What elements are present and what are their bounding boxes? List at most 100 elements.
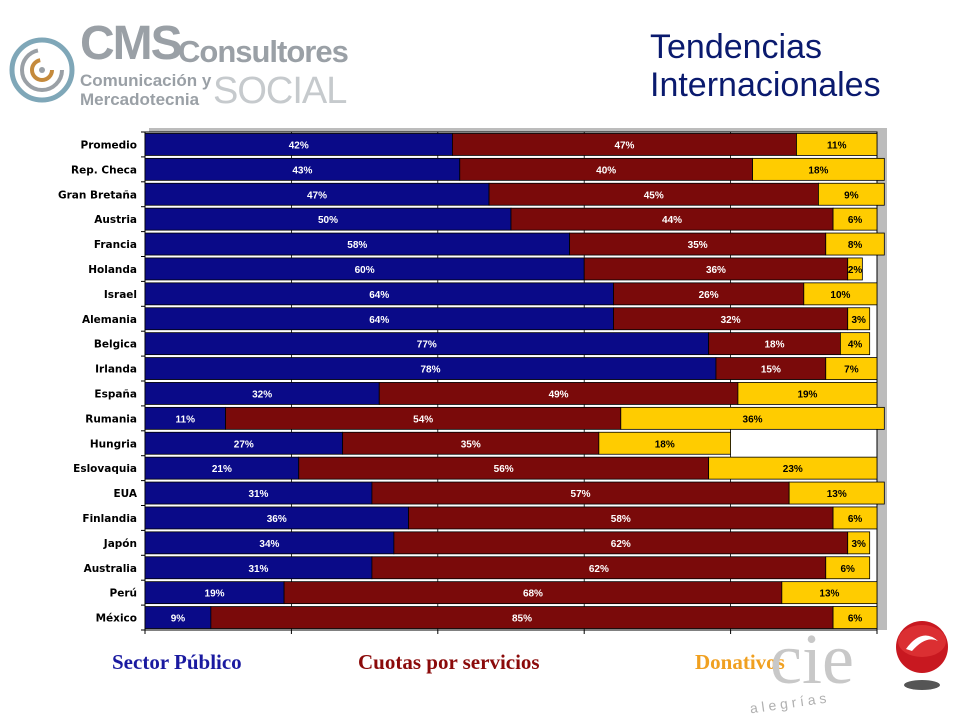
bar-segment [803, 282, 878, 306]
data-label: 8% [848, 240, 863, 251]
bar-segment [825, 556, 871, 580]
data-label: 10% [830, 290, 850, 301]
data-label: 62% [589, 564, 609, 575]
data-label: 60% [355, 265, 375, 276]
bar-segment [825, 232, 885, 256]
data-label: 4% [848, 340, 863, 351]
data-label: 3% [851, 315, 866, 326]
data-label: 35% [688, 240, 708, 251]
category-label: Australia [84, 563, 137, 575]
category-label: Irlanda [95, 364, 137, 376]
data-label: 6% [840, 564, 855, 575]
data-label: 18% [655, 439, 675, 450]
logo-social: SOCIAL [213, 70, 347, 112]
category-label: Gran Bretaña [58, 189, 137, 201]
logo-line2: Mercadotecnia [80, 90, 200, 109]
data-label: 27% [234, 439, 254, 450]
data-label: 9% [171, 614, 186, 625]
category-label: Alemania [82, 314, 137, 326]
legend-sector-publico: Sector Público [112, 650, 242, 674]
data-label: 9% [844, 190, 859, 201]
logo-brand-main: CMS [80, 17, 183, 70]
category-label: Austria [94, 214, 137, 226]
data-label: 42% [289, 140, 309, 151]
category-label: Promedio [81, 139, 137, 151]
data-label: 44% [662, 215, 682, 226]
category-label: México [96, 613, 137, 625]
cie-mark: cie [770, 619, 854, 699]
data-label: 18% [765, 340, 785, 351]
bar-segment [832, 606, 878, 629]
cms-logo: CMS Consultores Comunicación y Mercadote… [8, 17, 349, 110]
logo-brand-suffix: Consultores [178, 34, 349, 69]
data-label: 47% [307, 190, 327, 201]
bar-segment [752, 157, 885, 181]
cie-logo: cie a l e g r í a s [690, 605, 960, 716]
data-label: 23% [783, 464, 803, 475]
data-label: 35% [461, 439, 481, 450]
data-label: 2% [848, 265, 863, 276]
bar-segment [708, 456, 878, 480]
data-label: 62% [611, 539, 631, 550]
bar-segment [598, 431, 732, 455]
page-title: Tendencias Internacionales [650, 28, 881, 104]
category-label: Rep. Checa [71, 164, 137, 176]
logo-line1: Comunicación y [80, 71, 212, 90]
data-label: 64% [369, 290, 389, 301]
spiral-icon [9, 37, 75, 103]
data-label: 40% [596, 165, 616, 176]
data-label: 11% [827, 140, 847, 151]
data-label: 6% [848, 514, 863, 525]
category-label: Perú [110, 588, 137, 600]
data-label: 6% [848, 614, 863, 625]
category-label: Belgica [94, 339, 137, 351]
data-label: 64% [369, 315, 389, 326]
data-label: 43% [292, 165, 312, 176]
data-label: 13% [827, 489, 847, 500]
bar-segment [620, 406, 885, 430]
plot-area [144, 131, 878, 631]
category-label: EUA [113, 488, 137, 500]
data-label: 36% [267, 514, 287, 525]
data-label: 56% [494, 464, 514, 475]
legend-donativos: Donativos [695, 650, 785, 674]
data-label: 11% [176, 414, 196, 425]
data-label: 68% [523, 589, 543, 600]
title-line1: Tendencias [650, 28, 823, 66]
data-label: 47% [614, 140, 634, 151]
data-label: 77% [417, 340, 437, 351]
data-label: 18% [808, 165, 828, 176]
data-label: 19% [205, 589, 225, 600]
bar-segment [781, 581, 878, 605]
category-label: Hungria [90, 438, 137, 450]
bar-segment [832, 207, 878, 231]
data-label: 54% [413, 414, 433, 425]
bar-segment [832, 506, 878, 530]
bar-segment [847, 257, 863, 281]
data-label: 6% [848, 215, 863, 226]
category-label: Rumania [85, 413, 137, 425]
category-label: Israel [104, 289, 137, 301]
data-label: 21% [212, 464, 232, 475]
data-label: 31% [248, 489, 268, 500]
data-label: 15% [761, 365, 781, 376]
category-label: España [94, 388, 137, 400]
category-label: Finlandia [82, 513, 137, 525]
data-label: 36% [743, 414, 763, 425]
data-label: 78% [420, 365, 440, 376]
data-label: 31% [248, 564, 268, 575]
data-label: 26% [699, 290, 719, 301]
data-label: 58% [611, 514, 631, 525]
data-label: 32% [252, 389, 272, 400]
bar-segment [847, 531, 871, 555]
title-line2: Internacionales [650, 66, 881, 104]
data-label: 32% [721, 315, 741, 326]
legend-cuotas: Cuotas por servicios [358, 650, 540, 674]
cie-emblem-icon: cie a l e g r í a s [749, 619, 948, 716]
data-label: 36% [706, 265, 726, 276]
data-label: 45% [644, 190, 664, 201]
data-label: 3% [851, 539, 866, 550]
bar-segment [818, 182, 885, 206]
data-label: 13% [819, 589, 839, 600]
